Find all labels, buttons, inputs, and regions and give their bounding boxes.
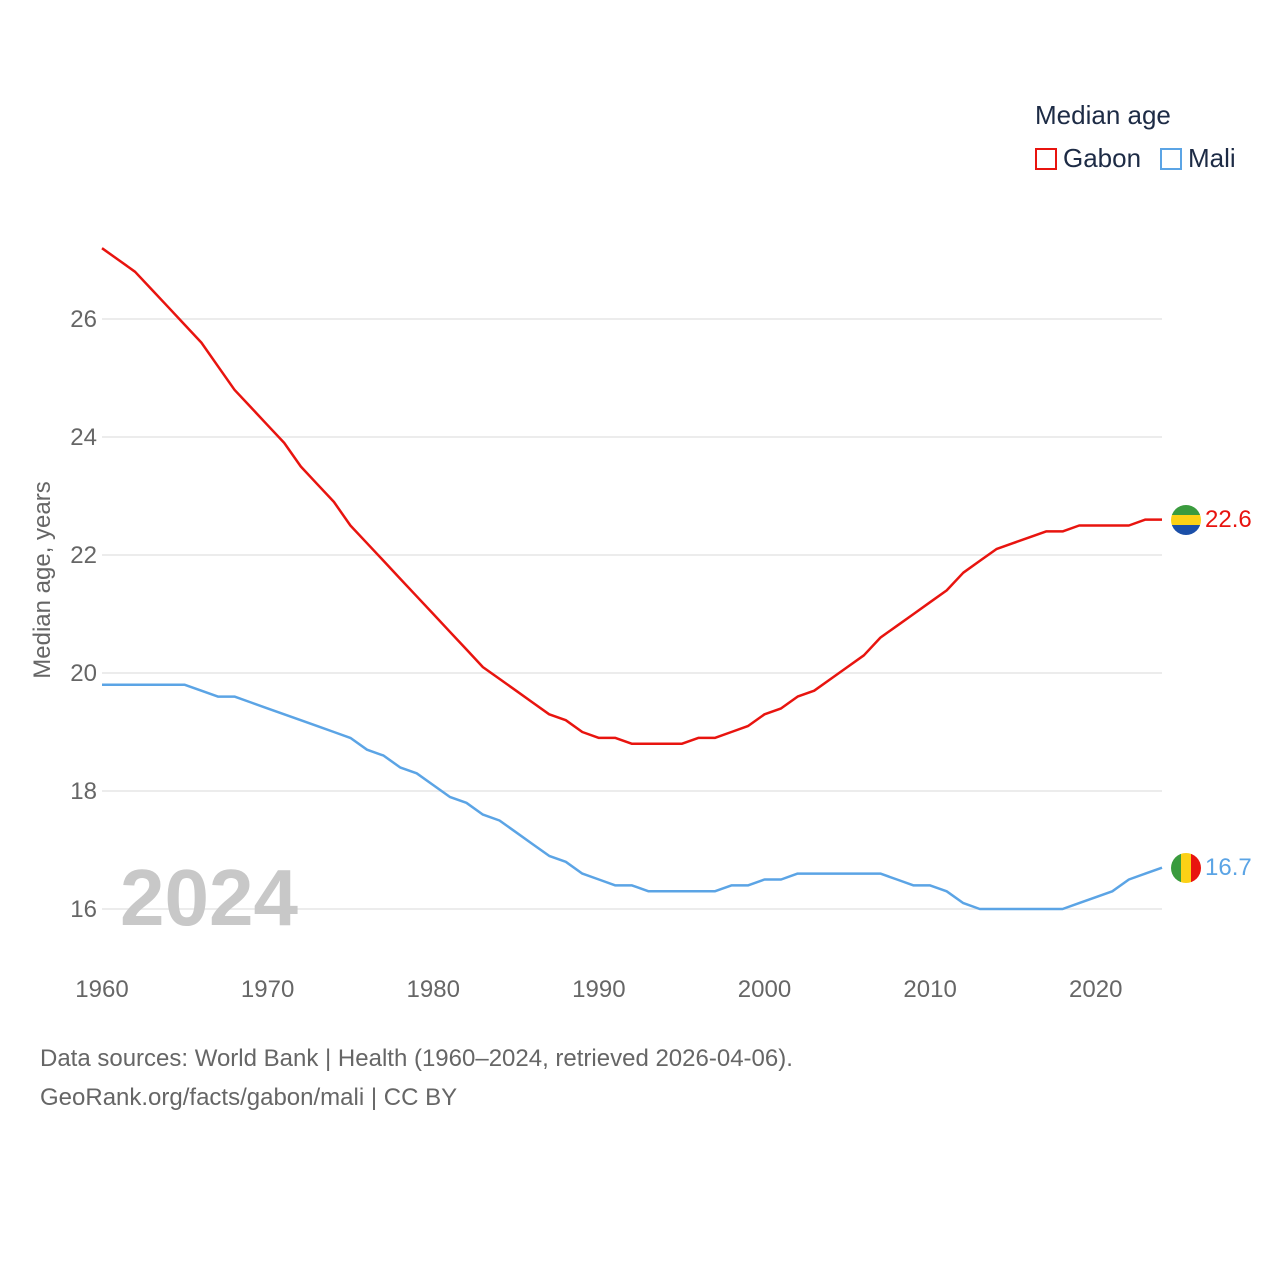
x-tick-label: 2010	[903, 976, 956, 1003]
y-tick-label: 18	[70, 778, 97, 805]
y-axis-label: Median age, years	[29, 481, 56, 678]
legend-swatch-mali	[1160, 147, 1182, 170]
legend-label-mali: Mali	[1188, 143, 1236, 173]
mali-end-label: 16.7	[1205, 854, 1252, 881]
y-tick-label: 20	[70, 660, 97, 687]
gabon-end-label: 22.6	[1205, 506, 1252, 533]
x-tick-label: 1990	[572, 976, 625, 1003]
legend-item-mali[interactable]: Mali	[1160, 143, 1236, 174]
footer-sources: Data sources: World Bank | Health (1960–…	[40, 1045, 793, 1072]
legend-label-gabon: Gabon	[1063, 143, 1142, 173]
y-tick-label: 26	[70, 306, 97, 333]
legend-title: Median age	[1035, 100, 1171, 130]
footer-attribution[interactable]: GeoRank.org/facts/gabon/mali | CC BY	[40, 1084, 458, 1111]
x-tick-label: 2020	[1069, 976, 1122, 1003]
x-tick-label: 1970	[241, 976, 294, 1003]
series-lines	[101, 247, 1163, 911]
y-tick-label: 22	[70, 542, 97, 569]
x-tick-label: 1980	[407, 976, 460, 1003]
legend-swatch-gabon	[1035, 147, 1057, 170]
x-tick-label: 1960	[75, 976, 128, 1003]
mali-flag-icon	[1171, 853, 1201, 883]
y-tick-label: 24	[70, 424, 97, 451]
gabon-flag-icon	[1171, 505, 1201, 535]
x-axis-ticks: 1960 1970 1980 1990 2000 2010 2020	[75, 976, 1122, 1003]
legend-item-gabon[interactable]: Gabon	[1035, 143, 1141, 174]
x-tick-label: 2000	[738, 976, 791, 1003]
current-year-display: 2024	[120, 853, 298, 942]
y-axis-ticks: 16 18 20 22 24 26	[70, 306, 97, 923]
series-line-gabon[interactable]	[101, 247, 1162, 746]
y-tick-label: 16	[70, 896, 97, 923]
series-line-mali[interactable]	[102, 683, 1163, 911]
gridlines	[102, 318, 1162, 910]
